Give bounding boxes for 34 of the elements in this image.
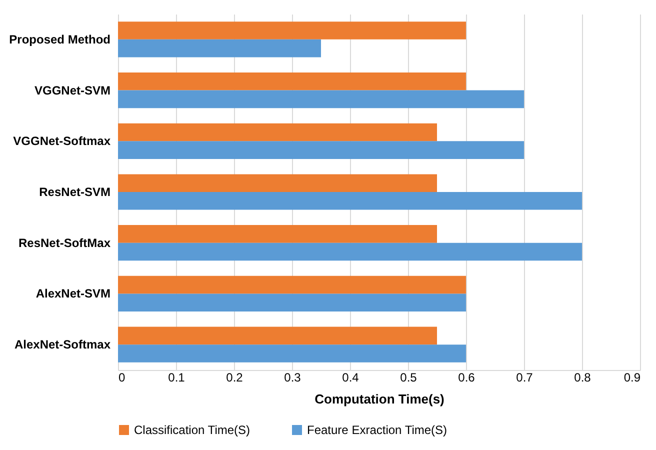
x-tick-label: 0.1 [168, 370, 186, 384]
bar [118, 242, 582, 261]
x-axis-title: Computation Time(s) [314, 392, 444, 406]
x-tick-label: 0.9 [624, 370, 641, 384]
y-tick-label: VGGNet-Softmax [13, 134, 111, 148]
x-tick-label: 0.2 [226, 370, 244, 384]
bar [118, 276, 466, 294]
bar [118, 39, 321, 58]
x-tick-label: 0.5 [400, 370, 418, 384]
bar [118, 192, 582, 210]
bar [118, 90, 524, 108]
y-tick-label: VGGNet-SVM [34, 83, 110, 98]
x-tick-label: 0.3 [284, 370, 302, 384]
bar [118, 294, 466, 312]
y-tick-label: ResNet-SVM [39, 185, 110, 199]
x-tick-label: 0.8 [574, 370, 592, 384]
bar [118, 123, 437, 142]
y-tick-label: Proposed Method [9, 32, 110, 46]
x-tick-label: 0 [118, 370, 126, 384]
bar [118, 344, 466, 362]
bar [118, 72, 466, 90]
bar [118, 22, 466, 40]
y-tick-label: ResNet-SoftMax [18, 236, 111, 250]
y-tick-label: AlexNet-Softmax [14, 338, 111, 352]
bar [118, 326, 437, 345]
x-tick-label: 0.4 [342, 370, 360, 384]
y-tick-label: AlexNet-SVM [36, 286, 110, 301]
bar [118, 174, 437, 192]
legend-label: Classification Time(S) [134, 423, 250, 437]
x-tick-label: 0.7 [516, 370, 534, 384]
bar [118, 141, 524, 159]
legend-label: Feature Exraction Time(S) [307, 423, 448, 437]
x-tick-label: 0.6 [458, 370, 476, 384]
bar [118, 225, 437, 243]
